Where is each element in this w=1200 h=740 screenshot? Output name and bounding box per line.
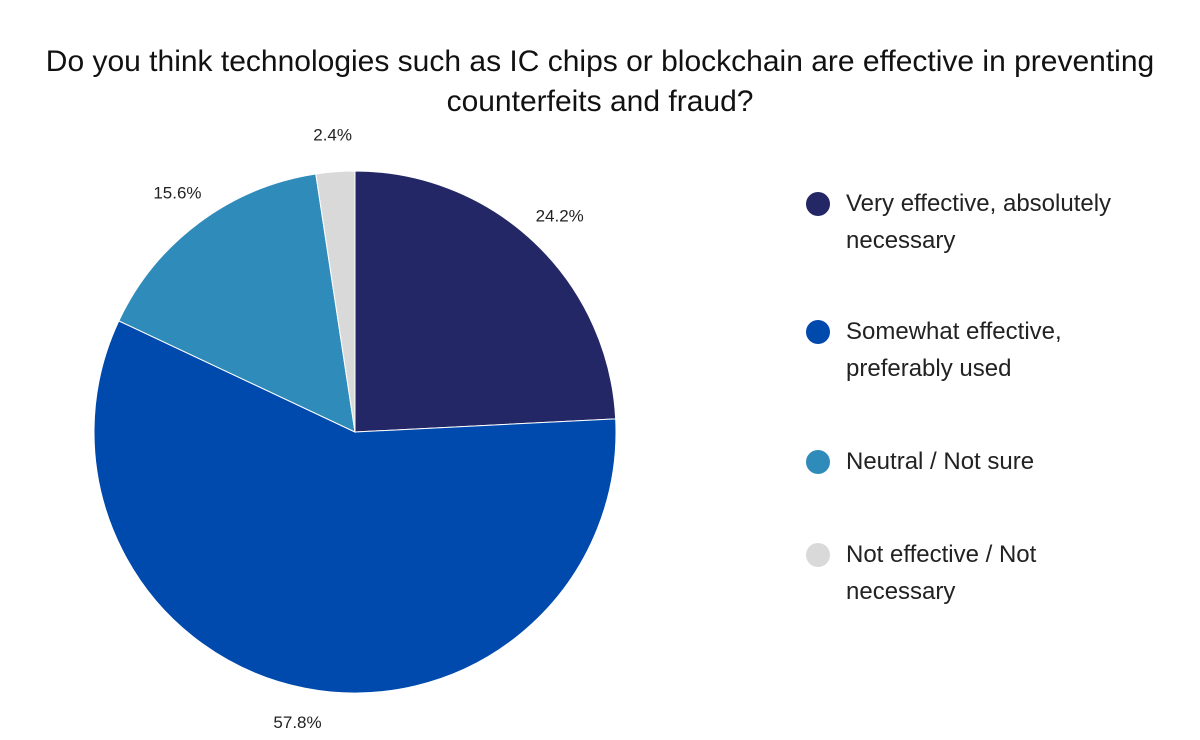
data-label: 15.6% [153,183,201,202]
legend-marker [806,320,830,344]
legend-label: Somewhat effective, preferably used [846,318,1062,382]
data-label: 24.2% [536,206,584,225]
legend-label: Not effective / Not necessary [846,541,1037,605]
legend-label: Neutral / Not sure [846,448,1035,475]
pie-slice [315,170,356,433]
legend-label: Very effective, absolutely necessary [846,190,1112,254]
pie-slice [93,320,617,694]
pie-slice [354,170,617,433]
chart-title: Do you think technologies such as IC chi… [45,45,1155,118]
data-label: 2.4% [313,125,352,144]
legend-marker [806,543,830,567]
data-label: 57.8% [273,713,321,732]
pie-slice [118,173,356,433]
legend-marker [806,192,830,216]
legend-marker [806,450,830,474]
